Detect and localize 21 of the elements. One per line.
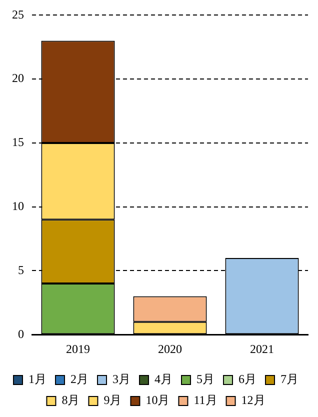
legend-label: 6月 <box>238 372 256 386</box>
y-tick-label: 5 <box>18 262 24 277</box>
y-tick-label: 20 <box>12 71 24 86</box>
legend-label: 9月 <box>104 393 122 408</box>
y-tick-label: 10 <box>12 198 24 213</box>
legend-label: 5月 <box>196 372 214 386</box>
y-tick-label: 25 <box>12 7 24 22</box>
legend-label: 12月 <box>241 393 266 408</box>
x-tick-label: 2020 <box>158 342 182 356</box>
legend-label: 2月 <box>70 372 88 386</box>
x-tick-label: 2021 <box>250 342 274 356</box>
legend-label: 10月 <box>146 393 170 408</box>
legend-label: 3月 <box>112 372 130 386</box>
legend-label: 4月 <box>154 372 172 386</box>
y-tick-label: 15 <box>12 135 24 150</box>
x-tick-label: 2019 <box>66 342 90 356</box>
y-tick-label: 0 <box>18 326 24 341</box>
legend-label: 7月 <box>280 372 298 386</box>
legend-label: 1月 <box>28 372 46 386</box>
legend-label: 11月 <box>194 393 218 408</box>
legend-label: 8月 <box>62 393 80 408</box>
